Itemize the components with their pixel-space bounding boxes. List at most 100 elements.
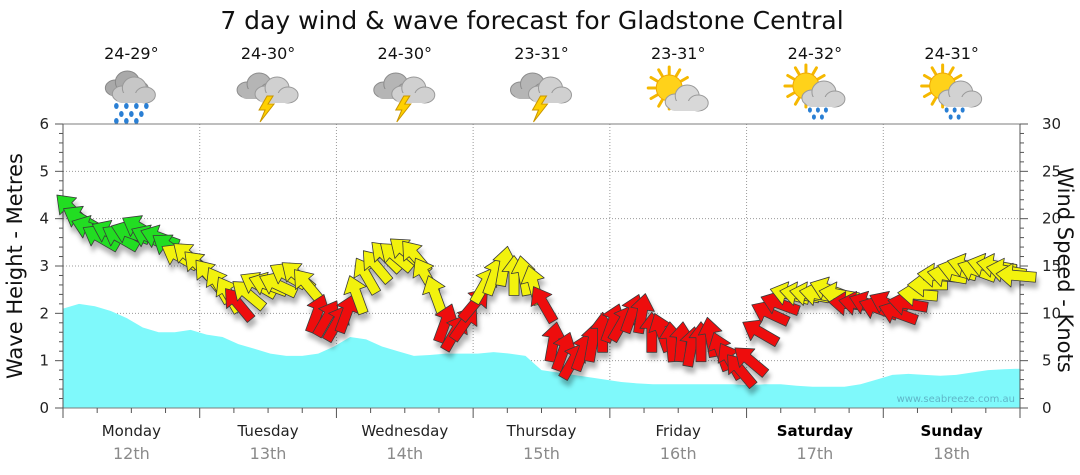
thunderstorm-icon (373, 72, 436, 123)
sun-ray (816, 74, 826, 81)
wind-arrow (551, 332, 577, 373)
wind-speed-axis-title: Wind Speed - Knots (1053, 167, 1077, 372)
rain-drop (134, 118, 139, 124)
sun-ray (930, 66, 938, 76)
temperature-range: 24-30° (241, 44, 296, 63)
day-name-label: Friday (655, 422, 701, 440)
cloud (801, 80, 846, 108)
day-name-label: Monday (102, 422, 161, 440)
rain-drop (956, 114, 961, 120)
wind-arrow (751, 300, 791, 327)
sun-ray (649, 93, 659, 100)
wave-height-tick-label: 4 (39, 210, 49, 228)
wind-arrow (742, 319, 781, 348)
thunderstorm-icon (236, 72, 299, 123)
wind-arrow (734, 347, 770, 378)
wave-height-tick-label: 1 (39, 352, 49, 370)
wind-speed-tick-label: 0 (1042, 399, 1052, 417)
day-date-label: 15th (523, 444, 560, 463)
sun-ray (793, 66, 801, 76)
thunderstorm-icon (510, 72, 572, 123)
wave-height-tick-label: 2 (39, 304, 49, 322)
day-name-label: Wednesday (361, 422, 448, 440)
wind-arrow (232, 281, 268, 312)
rain-drop (952, 107, 957, 113)
rain-drop (823, 107, 828, 113)
wind-arrow (995, 262, 1037, 288)
rain-drop (124, 103, 129, 109)
sun-ray (674, 68, 682, 78)
cloud-base (942, 97, 977, 107)
wind-arrow (492, 245, 518, 287)
wind-speed-tick-label: 5 (1042, 352, 1052, 370)
cloud (938, 80, 983, 108)
sun-ray (922, 91, 933, 98)
rain-drop (134, 103, 139, 109)
sun-ray (657, 98, 664, 108)
sun-ray (649, 76, 659, 83)
rain-drop (119, 111, 124, 117)
rain-drop (807, 107, 812, 113)
sun-ray (657, 68, 664, 78)
sun-ray (922, 74, 933, 81)
wind-arrow (433, 303, 459, 344)
chart-title: 7 day wind & wave forecast for Gladstone… (220, 6, 843, 35)
wind-arrow (887, 290, 929, 316)
wind-speed-tick-label: 15 (1042, 257, 1061, 275)
rain-drop (811, 114, 816, 120)
wave-height-tick-label: 5 (39, 162, 49, 180)
wind-speed-tick-label: 20 (1042, 210, 1061, 228)
sun-ray (953, 74, 963, 81)
wave-height-tick-label: 0 (39, 399, 49, 417)
sun-showers-icon (920, 63, 983, 120)
rain-drop (114, 118, 119, 124)
rain-drop (948, 114, 953, 120)
temperature-range: 24-31° (924, 44, 979, 63)
wave-height-tick-label: 3 (39, 257, 49, 275)
wind-arrow (259, 271, 299, 299)
sun-ray (811, 66, 818, 76)
sun-ray (948, 66, 955, 76)
lightning-bolt (531, 95, 549, 123)
lightning-bolt (258, 95, 276, 123)
wind-speed-tick-label: 30 (1042, 115, 1061, 133)
temperature-range: 24-32° (788, 44, 843, 63)
wind-arrow (530, 286, 559, 325)
day-date-label: 13th (250, 444, 287, 463)
wind-arrow (878, 300, 919, 326)
rain-drop (139, 111, 144, 117)
day-date-label: 16th (660, 444, 697, 463)
day-name-label: Saturday (777, 422, 854, 440)
cloud (664, 84, 709, 112)
temperature-range: 23-31° (651, 44, 706, 63)
day-date-label: 17th (797, 444, 834, 463)
wave-height-area (63, 303, 1020, 408)
partly-cloudy-icon (646, 65, 709, 112)
wave-height-axis-title: Wave Height - Metres (3, 153, 27, 379)
wind-speed-tick-label: 25 (1042, 162, 1061, 180)
day-date-label: 18th (933, 444, 970, 463)
sun-ray (786, 91, 796, 98)
wind-arrow (343, 275, 369, 316)
weather-icons: 24-29° 24-30° 24-30° 23-31° 23-31° 24-32° 24-3… (104, 44, 983, 124)
sun-ray (930, 96, 938, 106)
front-cloud (391, 76, 436, 104)
wind-arrows (56, 194, 1037, 390)
wave-height-tick-label: 6 (39, 115, 49, 133)
temperature-range: 24-30° (378, 44, 433, 63)
wind-speed-axis: 0 5 10 15 20 25 30 (1019, 115, 1061, 417)
temperature-range: 23-31° (514, 44, 569, 63)
wind-arrow (630, 293, 655, 335)
wave-height-axis: 0 1 2 3 4 5 6 (39, 115, 64, 417)
wind-arrow (422, 275, 448, 316)
rain-drop (944, 107, 949, 113)
wind-arrow (897, 281, 939, 307)
rain-drop (819, 114, 824, 120)
heavy-rain-icon (104, 70, 156, 124)
sun-ray (679, 76, 689, 83)
cloud-base (116, 93, 151, 103)
cloud-base (669, 101, 704, 111)
front-cloud (111, 76, 156, 104)
day-date-label: 14th (386, 444, 423, 463)
